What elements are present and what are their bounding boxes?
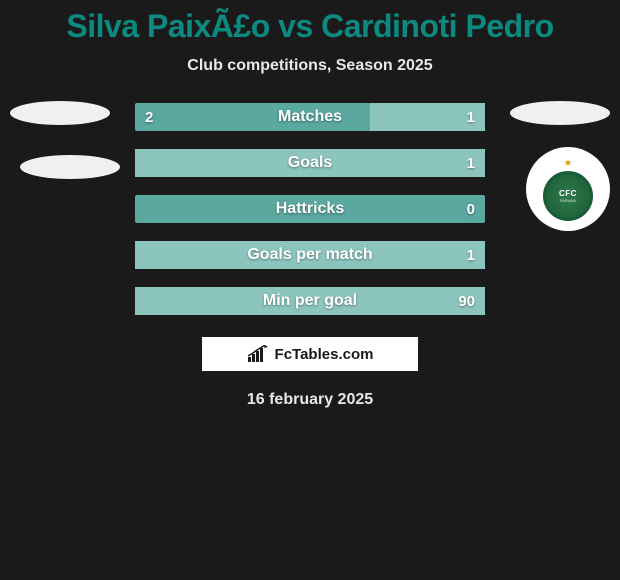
stat-row-goals: Goals 1 [135, 149, 485, 177]
stat-right-value: 1 [467, 241, 475, 269]
stat-row-min-per-goal: Min per goal 90 [135, 287, 485, 315]
club-abbrev: CFC [559, 189, 577, 198]
fctables-link[interactable]: FcTables.com [202, 337, 418, 371]
page-title: Silva PaixÃ£o vs Cardinoti Pedro [0, 8, 620, 45]
stat-rows: 2 Matches 1 Goals 1 Hattricks 0 [135, 103, 485, 315]
stat-label: Goals per match [135, 241, 485, 269]
player-right-badge-placeholder [510, 101, 610, 125]
fctables-label: FcTables.com [275, 346, 374, 363]
stat-label: Matches [135, 103, 485, 131]
player-left-badge-placeholder [10, 101, 110, 125]
bar-chart-icon [247, 345, 269, 363]
stat-label: Hattricks [135, 195, 485, 223]
stat-right-value: 0 [467, 195, 475, 223]
page-subtitle: Club competitions, Season 2025 [0, 57, 620, 75]
stat-right-value: 1 [467, 149, 475, 177]
club-region: PARANÁ [560, 198, 576, 203]
player-left-club-placeholder [20, 155, 120, 179]
player-right-club-badge: ★ CFC PARANÁ [526, 147, 610, 231]
snapshot-date: 16 february 2025 [0, 391, 620, 409]
comparison-card: Silva PaixÃ£o vs Cardinoti Pedro Club co… [0, 0, 620, 409]
stat-row-goals-per-match: Goals per match 1 [135, 241, 485, 269]
stat-label: Goals [135, 149, 485, 177]
stat-row-matches: 2 Matches 1 [135, 103, 485, 131]
stat-right-value: 90 [458, 287, 475, 315]
stat-label: Min per goal [135, 287, 485, 315]
star-icon: ★ [564, 158, 573, 169]
club-crest: CFC PARANÁ [543, 171, 593, 221]
stat-row-hattricks: Hattricks 0 [135, 195, 485, 223]
stat-right-value: 1 [467, 103, 475, 131]
stats-area: ★ CFC PARANÁ 2 Matches 1 Goals 1 [0, 103, 620, 409]
